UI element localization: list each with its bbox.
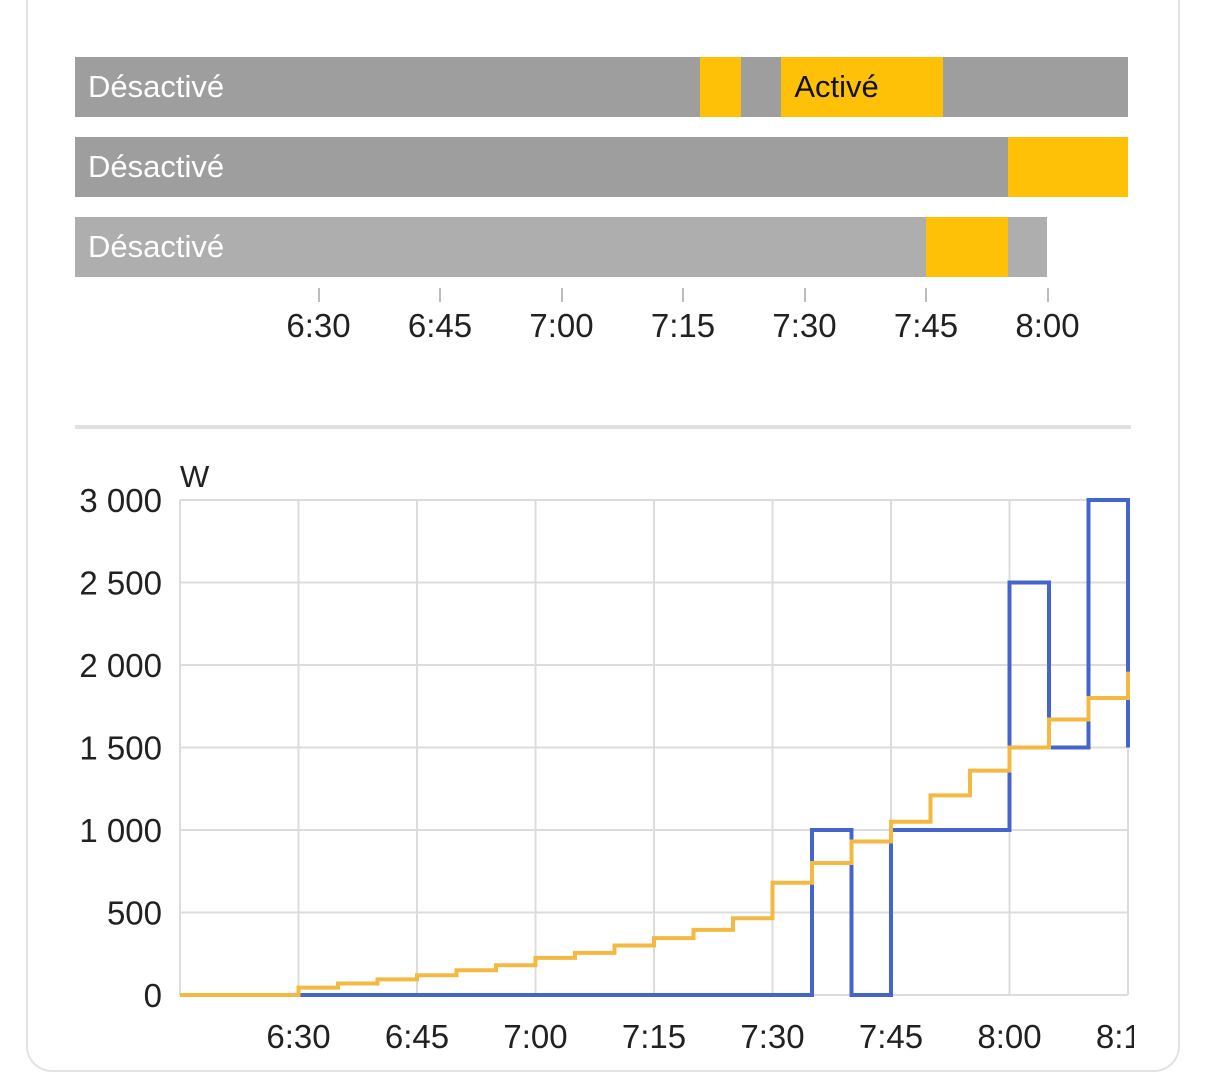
timeline-tick bbox=[439, 288, 441, 302]
timeline-tick-label: 7:30 bbox=[772, 307, 837, 344]
timeline-time-axis: 6:306:457:007:157:307:458:008:15 bbox=[0, 280, 1206, 360]
timeline-tick bbox=[1046, 288, 1049, 302]
timeline-tick-label: 8:00 bbox=[1015, 307, 1080, 344]
series-line-blue[interactable] bbox=[298, 498, 1130, 997]
timeline-segment-on[interactable] bbox=[700, 57, 741, 117]
y-tick-label: 2 000 bbox=[79, 647, 162, 684]
x-tick-label: 8:15 bbox=[1096, 1018, 1160, 1055]
x-tick-label: 7:30 bbox=[740, 1018, 804, 1055]
timeline-tick-label: 6:30 bbox=[286, 307, 351, 344]
timeline-tick bbox=[682, 288, 684, 302]
timeline-tick-label: 7:15 bbox=[650, 307, 716, 344]
timeline-tick-label: 7:45 bbox=[893, 307, 959, 344]
y-axis-unit-label: W bbox=[180, 459, 210, 494]
y-tick-label: 3 000 bbox=[79, 482, 162, 519]
timeline-segment-on[interactable] bbox=[1008, 137, 1128, 197]
x-tick-label: 8:00 bbox=[977, 1018, 1041, 1055]
timeline-tick bbox=[803, 288, 806, 302]
x-tick-label: 6:45 bbox=[385, 1018, 449, 1055]
timeline-row-1[interactable]: Désactivé Activé bbox=[75, 57, 1128, 117]
timeline-tick bbox=[317, 288, 320, 302]
section-divider bbox=[75, 425, 1131, 429]
timeline-segment-off[interactable] bbox=[75, 57, 701, 117]
timeline-tick-label: 7:00 bbox=[529, 307, 594, 344]
timeline-segment-off[interactable] bbox=[75, 217, 927, 277]
timeline-segment-on[interactable] bbox=[926, 217, 1009, 277]
y-tick-label: 500 bbox=[107, 895, 162, 932]
y-tick-label: 1 000 bbox=[79, 812, 162, 849]
y-tick-label: 1 500 bbox=[79, 730, 162, 767]
timeline-tick-label: 6:45 bbox=[407, 307, 473, 344]
timeline-tick bbox=[925, 288, 927, 302]
y-tick-label: 2 500 bbox=[79, 565, 162, 602]
timeline-segment-off[interactable] bbox=[740, 57, 782, 117]
x-tick-label: 6:30 bbox=[266, 1018, 330, 1055]
x-tick-label: 7:00 bbox=[503, 1018, 567, 1055]
timeline-segment-on[interactable] bbox=[781, 57, 944, 117]
timeline-segment-off[interactable] bbox=[75, 137, 1009, 197]
timeline-segment-off[interactable] bbox=[1008, 217, 1047, 277]
x-tick-label: 7:15 bbox=[622, 1018, 686, 1055]
timeline-tick bbox=[560, 288, 563, 302]
y-tick-label: 0 bbox=[144, 977, 162, 1014]
x-tick-label: 7:45 bbox=[859, 1018, 923, 1055]
timeline-segment-off[interactable] bbox=[943, 57, 1128, 117]
